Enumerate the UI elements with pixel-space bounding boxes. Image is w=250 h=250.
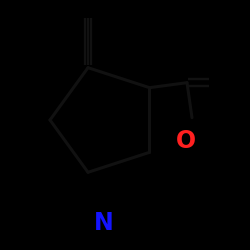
Text: N: N bbox=[94, 210, 114, 234]
Text: O: O bbox=[176, 129, 196, 153]
